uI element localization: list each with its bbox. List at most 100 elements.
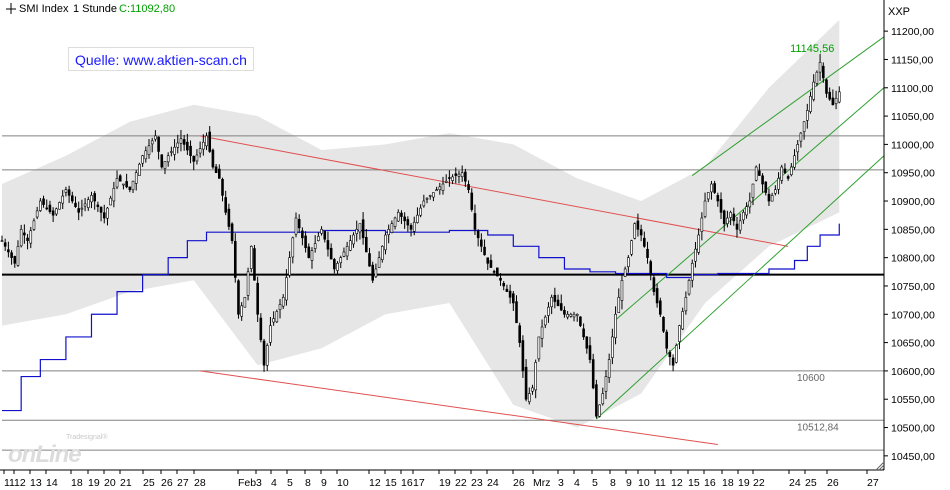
- candle-body: [96, 204, 100, 207]
- candle-body: [617, 296, 621, 313]
- candle-body: [141, 155, 144, 164]
- candle-body: [703, 200, 707, 217]
- candle-body: [29, 230, 33, 244]
- x-tick-label: 13: [30, 477, 42, 489]
- candle-body: [499, 277, 502, 281]
- x-tick-label: 11: [4, 477, 15, 489]
- candle-body: [780, 166, 784, 181]
- candle-body: [361, 219, 365, 239]
- candle-body: [262, 340, 266, 366]
- candle-body: [371, 264, 374, 281]
- x-tick-label: 22: [753, 477, 765, 489]
- candle-body: [460, 172, 464, 178]
- candle-body: [559, 303, 563, 311]
- candle-body: [531, 387, 534, 392]
- candle-body: [713, 183, 716, 193]
- candle-body: [630, 240, 633, 255]
- horizontal-level-lines: 10600 10512,84: [2, 135, 884, 451]
- candle-body: [556, 299, 560, 307]
- candle-body: [358, 223, 362, 233]
- candle-body: [109, 197, 112, 206]
- candle-body: [486, 257, 490, 264]
- candle-body: [665, 331, 668, 349]
- candle-body: [735, 223, 739, 230]
- candle-body: [674, 345, 678, 363]
- candle-body: [505, 288, 509, 292]
- candle-body: [51, 210, 55, 216]
- candle-body: [659, 300, 662, 315]
- candle-body: [23, 232, 26, 236]
- candle-body: [246, 271, 250, 296]
- candle-body: [649, 261, 653, 275]
- candle-body: [39, 200, 42, 211]
- x-tick-label: 3: [256, 477, 262, 489]
- moving-average-layer: [2, 223, 840, 412]
- candle-body: [179, 138, 183, 144]
- x-tick-label: 4: [271, 477, 277, 489]
- x-tick-label: 10: [638, 477, 650, 489]
- candle-body: [122, 183, 125, 186]
- candle-body: [806, 110, 809, 121]
- x-tick-label: 26: [827, 477, 839, 489]
- candle-body: [742, 212, 745, 221]
- candle-body: [515, 301, 518, 324]
- candle-body: [192, 155, 196, 162]
- candle-body: [710, 183, 713, 193]
- crosshair-icon[interactable]: [6, 3, 16, 17]
- candle-body: [310, 250, 314, 261]
- candle-body: [272, 318, 275, 323]
- candle-body: [182, 139, 186, 145]
- candle-body: [317, 236, 320, 241]
- candle-body: [265, 345, 269, 366]
- candle-body: [400, 212, 403, 217]
- candle-body: [432, 192, 435, 198]
- y-tick-label: 10750,00: [891, 281, 935, 293]
- x-tick-label: Feb: [238, 477, 256, 489]
- axis-title: XXP: [888, 6, 911, 18]
- candle-body: [476, 231, 480, 239]
- candle-body: [828, 91, 831, 100]
- candle-body: [643, 237, 646, 247]
- candle-body: [467, 184, 470, 190]
- y-tick-label: 11200,00: [891, 26, 934, 38]
- source-label[interactable]: Quelle: www.aktien-scan.ch: [68, 47, 254, 71]
- candle-body: [636, 220, 640, 230]
- x-tick-label: 15: [385, 477, 397, 489]
- x-tick-label: 24: [789, 477, 801, 489]
- candle-body: [716, 195, 720, 202]
- candle-body: [764, 181, 768, 193]
- candle-body: [281, 296, 285, 307]
- candle-body: [214, 166, 218, 174]
- candle-body: [32, 220, 36, 230]
- candle-body: [435, 189, 438, 192]
- candle-body: [352, 234, 355, 245]
- x-tick-label: 12: [671, 477, 683, 489]
- candle-body: [595, 384, 598, 417]
- candle-body: [611, 336, 614, 358]
- trend-line-0-1: [200, 370, 718, 446]
- candle-body: [719, 199, 723, 213]
- candle-body: [115, 178, 119, 188]
- candle-body: [7, 249, 10, 253]
- candle-body: [492, 271, 496, 273]
- candle-body: [489, 260, 493, 268]
- x-tick-label: 9: [321, 477, 327, 489]
- candle-body: [480, 239, 483, 247]
- candle-body: [598, 404, 601, 417]
- candle-body: [67, 189, 71, 196]
- candle-body: [42, 198, 45, 205]
- candle-body: [662, 316, 665, 332]
- level-label-4: 10512,84: [797, 422, 839, 433]
- candle-body: [90, 195, 93, 203]
- candle-body: [377, 257, 381, 268]
- candle-body: [790, 166, 793, 176]
- candle-body: [633, 223, 637, 239]
- candle-body: [131, 180, 135, 191]
- candle-body: [601, 393, 605, 405]
- x-tick-label: 16: [704, 477, 716, 489]
- candle-body: [422, 200, 426, 207]
- candle-body: [221, 178, 224, 196]
- candle-body: [745, 206, 748, 216]
- candle-body: [294, 217, 298, 235]
